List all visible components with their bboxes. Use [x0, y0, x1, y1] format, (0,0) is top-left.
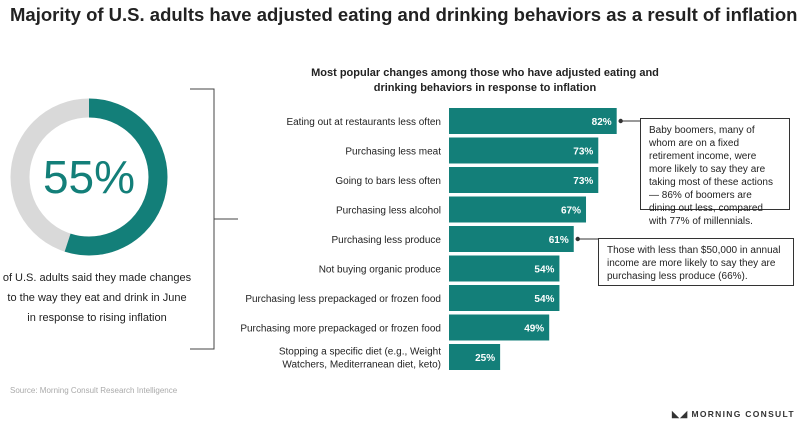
bar-value-label-5: 54% — [534, 265, 554, 276]
donut-caption: of U.S. adults said they made changes to… — [2, 272, 192, 324]
category-label-8: Stopping a specific diet (e.g., Weight Wa… — [279, 347, 441, 371]
donut-chart: 55% — [10, 98, 168, 256]
bar-3 — [449, 196, 587, 223]
brand-mark-icon: ◣◢ — [672, 409, 689, 419]
bar-value-label-0: 82% — [592, 117, 612, 128]
donut-value-label: 55% — [43, 151, 135, 203]
category-label-1: Purchasing less meat — [345, 147, 441, 158]
bar-value-label-8: 25% — [475, 353, 495, 364]
bar-value-label-3: 67% — [561, 206, 581, 217]
callout-boomers-dot — [618, 118, 623, 124]
bar-value-label-1: 73% — [573, 147, 593, 158]
page-title: Majority of U.S. adults have adjusted ea… — [10, 4, 798, 25]
donut-filled-arc — [10, 98, 168, 256]
category-label-4: Purchasing less produce — [331, 235, 441, 246]
category-label-5: Not buying organic produce — [319, 265, 442, 276]
bar-value-label-6: 54% — [534, 294, 554, 305]
bar-6 — [449, 285, 560, 311]
source-note: Source: Morning Consult Research Intelli… — [10, 386, 178, 395]
bar-1 — [449, 137, 599, 164]
bracket-connector — [190, 88, 238, 350]
category-label-7: Purchasing more prepackaged or frozen fo… — [240, 324, 441, 335]
callout-boomers: Baby boomers, many of whom are on a fixe… — [640, 118, 790, 227]
bar-7 — [449, 314, 550, 341]
brand-name: MORNING CONSULT — [691, 409, 795, 419]
category-label-3: Purchasing less alcohol — [336, 206, 441, 217]
bar-value-label-2: 73% — [573, 176, 593, 187]
bar-2 — [449, 167, 599, 193]
bar-8 — [449, 344, 501, 370]
bar-0 — [449, 108, 617, 134]
category-label-0: Eating out at restaurants less often — [286, 117, 441, 128]
category-label-6: Purchasing less prepackaged or frozen fo… — [245, 294, 441, 305]
bar-4 — [449, 226, 574, 252]
bar-value-label-4: 61% — [549, 235, 569, 246]
bar-5 — [449, 255, 560, 282]
callout-income: Those with less than $50,000 in annual i… — [598, 238, 794, 286]
chart-title: Most popular changes among those who hav… — [311, 67, 659, 94]
category-label-2: Going to bars less often — [335, 176, 441, 187]
brand-logo: ◣◢ MORNING CONSULT — [672, 409, 797, 420]
bar-value-label-7: 49% — [524, 324, 544, 335]
callout-income-dot — [575, 236, 580, 242]
